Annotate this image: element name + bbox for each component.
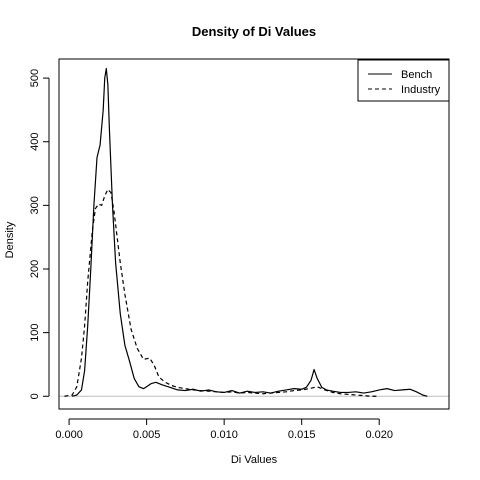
y-tick-label: 200 — [29, 260, 41, 278]
y-tick-label: 300 — [29, 196, 41, 214]
y-tick-label: 0 — [29, 393, 41, 399]
series-line-bench — [72, 67, 428, 397]
x-axis-label: Di Values — [231, 454, 278, 466]
y-tick-label: 500 — [29, 69, 41, 87]
legend-label-industry: Industry — [401, 84, 441, 96]
legend: Bench Industry — [357, 59, 450, 102]
x-tick-label: 0.000 — [55, 429, 83, 441]
x-tick-label: 0.005 — [133, 429, 161, 441]
y-axis-label: Density — [4, 221, 16, 258]
series-line-industry — [64, 188, 380, 397]
x-tick-label: 0.010 — [210, 429, 238, 441]
plot-frame — [58, 58, 450, 410]
y-axis: 0 100 200 300 400 500 — [29, 69, 50, 399]
series-group — [64, 67, 428, 397]
y-tick-label: 400 — [29, 133, 41, 151]
legend-box — [357, 59, 450, 102]
chart-title: Density of Di Values — [192, 24, 316, 39]
x-tick-label: 0.020 — [365, 429, 393, 441]
x-axis: 0.000 0.005 0.010 0.015 0.020 — [55, 418, 393, 441]
x-tick-label: 0.015 — [288, 429, 316, 441]
y-tick-label: 100 — [29, 323, 41, 341]
legend-label-bench: Bench — [401, 69, 432, 81]
